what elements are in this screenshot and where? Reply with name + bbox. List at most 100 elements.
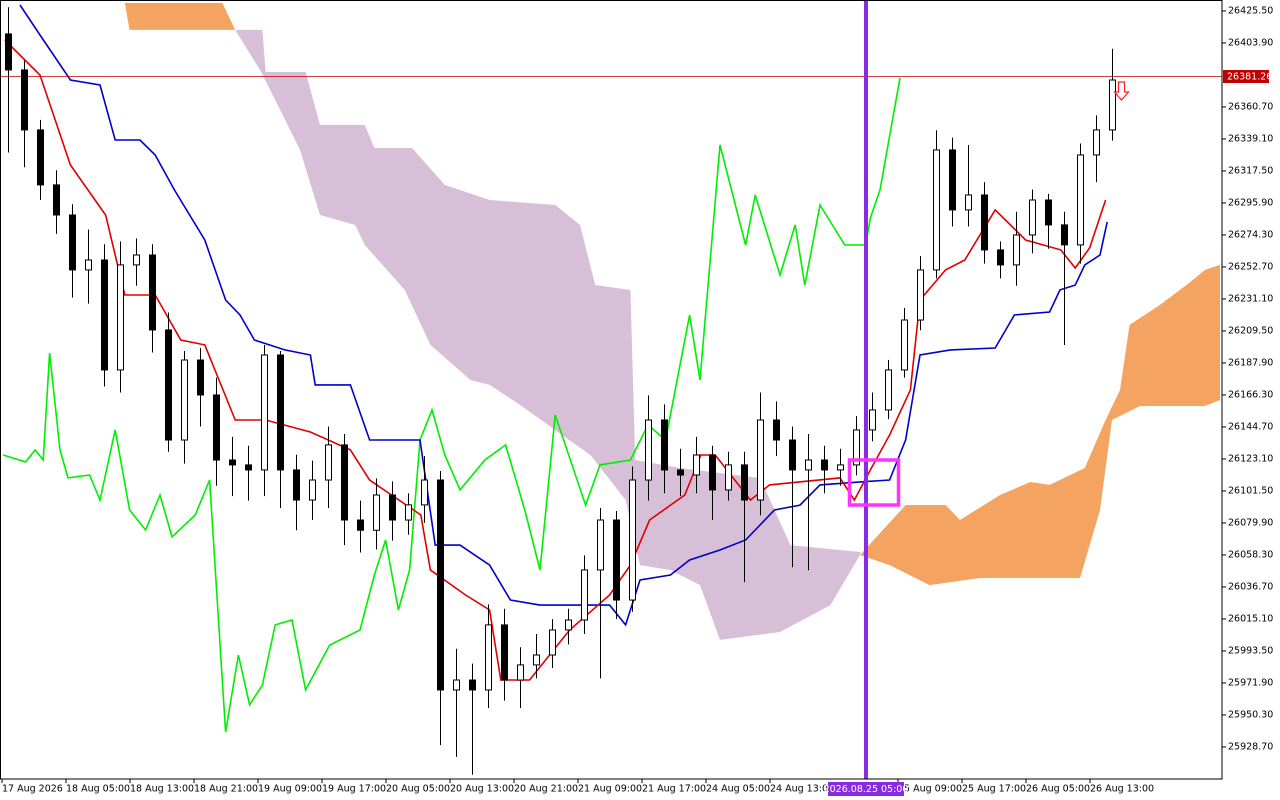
- candle-body: [581, 569, 588, 621]
- x-tick-label: 18 Aug 05:00: [66, 784, 130, 795]
- candle-body: [453, 679, 460, 691]
- price-label: 26381.26: [1227, 72, 1272, 83]
- y-tick-label: 26317.50: [1228, 165, 1273, 176]
- candle-body: [309, 479, 316, 501]
- candle-body: [101, 259, 108, 371]
- candle-body: [293, 469, 300, 501]
- candle-body: [933, 149, 940, 271]
- candle-body: [85, 259, 92, 271]
- candle-body: [565, 619, 572, 631]
- candle-body: [325, 444, 332, 481]
- candle-body: [69, 214, 76, 271]
- cursor-label: 2026.08.25 05:00: [824, 784, 909, 795]
- candle-body: [677, 469, 684, 476]
- x-tick-label: 21 Aug 09:00: [578, 784, 642, 795]
- x-tick-label: 20 Aug 05:00: [386, 784, 450, 795]
- candle-body: [261, 354, 268, 471]
- y-tick-label: 25971.90: [1228, 677, 1273, 688]
- y-tick-label: 26274.30: [1228, 229, 1273, 240]
- candle-body: [549, 629, 556, 656]
- candle-body: [805, 459, 812, 471]
- x-tick-label: 25 Aug 17:00: [962, 784, 1026, 795]
- candle-body: [885, 369, 892, 411]
- candle-body: [741, 464, 748, 501]
- cloud: [124, 2, 236, 30]
- x-tick-label: 24 Aug 13:00: [770, 784, 834, 795]
- candle-body: [981, 194, 988, 251]
- indicator-line: [2, 77, 901, 733]
- y-tick-label: 26187.90: [1228, 357, 1273, 368]
- y-tick-label: 26079.90: [1228, 517, 1273, 528]
- y-tick-label: 26231.10: [1228, 293, 1273, 304]
- candle-body: [597, 519, 604, 571]
- candle-body: [197, 359, 204, 396]
- y-tick-label: 26425.50: [1228, 5, 1273, 16]
- candle-body: [1077, 154, 1084, 246]
- candle-body: [229, 459, 236, 466]
- x-tick-label: 20 Aug 21:00: [514, 784, 578, 795]
- y-tick-label: 25993.50: [1228, 645, 1273, 656]
- x-tick-label: 19 Aug 17:00: [322, 784, 386, 795]
- x-tick-label: 20 Aug 13:00: [450, 784, 514, 795]
- y-tick-label: 25928.70: [1228, 741, 1273, 752]
- candle-body: [245, 464, 252, 471]
- y-tick-label: 26015.10: [1228, 613, 1273, 624]
- clouds: [124, 2, 1220, 640]
- candle-body: [501, 624, 508, 681]
- cloud: [860, 264, 1220, 586]
- candle-body: [517, 664, 524, 681]
- candle-body: [277, 354, 284, 471]
- x-tick-label: 21 Aug 17:00: [642, 784, 706, 795]
- candle-body: [1093, 129, 1100, 156]
- candles: [5, 7, 1116, 775]
- sell-arrow: [1113, 81, 1130, 101]
- overlay: [847, 0, 1130, 779]
- x-tick-label: 19 Aug 09:00: [258, 784, 322, 795]
- y-tick-label: 26339.10: [1228, 133, 1273, 144]
- candle-body: [341, 444, 348, 521]
- candle-body: [917, 269, 924, 321]
- y-tick-label: 26295.90: [1228, 197, 1273, 208]
- candle-body: [357, 519, 364, 531]
- candle-body: [773, 419, 780, 441]
- candle-body: [533, 654, 540, 666]
- y-tick-label: 26123.10: [1228, 453, 1273, 464]
- indicator-line: [19, 4, 1108, 627]
- candle-body: [133, 254, 140, 266]
- candle-body: [901, 319, 908, 371]
- y-tick-label: 26209.50: [1228, 325, 1273, 336]
- y-tick-label: 26252.70: [1228, 261, 1273, 272]
- cloud: [235, 29, 860, 640]
- y-tick-label: 26403.90: [1228, 37, 1273, 48]
- y-tick-label: 26166.30: [1228, 389, 1273, 400]
- candle-body: [149, 254, 156, 331]
- price-label-box: [1223, 70, 1269, 84]
- candle-body: [389, 494, 396, 521]
- highlight-box: [847, 458, 901, 507]
- candle-body: [437, 479, 444, 691]
- x-tick-label: 18 Aug 21:00: [194, 784, 258, 795]
- candle-body: [373, 494, 380, 531]
- candle-body: [53, 184, 60, 216]
- y-tick-label: 26144.70: [1228, 421, 1273, 432]
- x-tick-label: 25 Aug 09:00: [898, 784, 962, 795]
- candle-body: [853, 429, 860, 466]
- candle-body: [213, 394, 220, 461]
- y-tick-label: 26036.70: [1228, 581, 1273, 592]
- candle-body: [725, 464, 732, 491]
- candle-body: [821, 459, 828, 471]
- candle-body: [117, 264, 124, 371]
- candle-body: [693, 454, 700, 476]
- candle-body: [869, 409, 876, 431]
- y-tick-label: 26101.50: [1228, 485, 1273, 496]
- y-tick-label: 26360.70: [1228, 101, 1273, 112]
- y-tick-label: 26058.30: [1228, 549, 1273, 560]
- candle-body: [405, 504, 412, 521]
- candle-body: [709, 454, 716, 491]
- candle-body: [629, 479, 636, 601]
- x-tick-label: 18 Aug 13:00: [130, 784, 194, 795]
